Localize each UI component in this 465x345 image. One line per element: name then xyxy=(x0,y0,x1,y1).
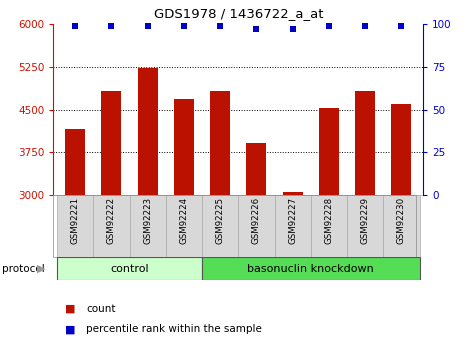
Bar xyxy=(202,195,239,257)
Bar xyxy=(319,108,339,195)
Bar xyxy=(283,191,303,195)
Text: GSM92228: GSM92228 xyxy=(325,197,333,244)
Bar xyxy=(392,104,412,195)
Bar xyxy=(65,129,85,195)
Text: GSM92230: GSM92230 xyxy=(397,197,406,244)
Text: GSM92221: GSM92221 xyxy=(71,197,80,244)
Bar xyxy=(246,142,266,195)
Bar xyxy=(93,195,130,257)
Text: ■: ■ xyxy=(65,304,76,314)
Text: ■: ■ xyxy=(65,325,76,334)
Bar xyxy=(239,195,274,257)
Text: GSM92226: GSM92226 xyxy=(252,197,261,244)
Text: control: control xyxy=(110,264,149,274)
Text: percentile rank within the sample: percentile rank within the sample xyxy=(86,325,262,334)
Text: GSM92225: GSM92225 xyxy=(216,197,225,244)
Bar xyxy=(57,257,202,280)
Text: GSM92229: GSM92229 xyxy=(361,197,370,244)
Bar xyxy=(210,91,230,195)
Bar xyxy=(274,195,311,257)
Bar xyxy=(311,195,347,257)
Bar xyxy=(383,195,419,257)
Bar xyxy=(101,91,121,195)
Text: GSM92223: GSM92223 xyxy=(143,197,152,244)
Bar xyxy=(347,195,383,257)
Bar xyxy=(130,195,166,257)
Text: GSM92224: GSM92224 xyxy=(179,197,188,244)
Text: GSM92222: GSM92222 xyxy=(107,197,116,244)
Text: count: count xyxy=(86,304,115,314)
Bar xyxy=(57,195,93,257)
Text: ▶: ▶ xyxy=(37,264,45,274)
Bar xyxy=(166,195,202,257)
Bar xyxy=(174,99,194,195)
Bar xyxy=(355,91,375,195)
Text: protocol: protocol xyxy=(2,264,45,274)
Bar xyxy=(138,68,158,195)
Title: GDS1978 / 1436722_a_at: GDS1978 / 1436722_a_at xyxy=(153,7,323,20)
Text: GSM92227: GSM92227 xyxy=(288,197,297,244)
Text: basonuclin knockdown: basonuclin knockdown xyxy=(247,264,374,274)
Bar xyxy=(202,257,419,280)
